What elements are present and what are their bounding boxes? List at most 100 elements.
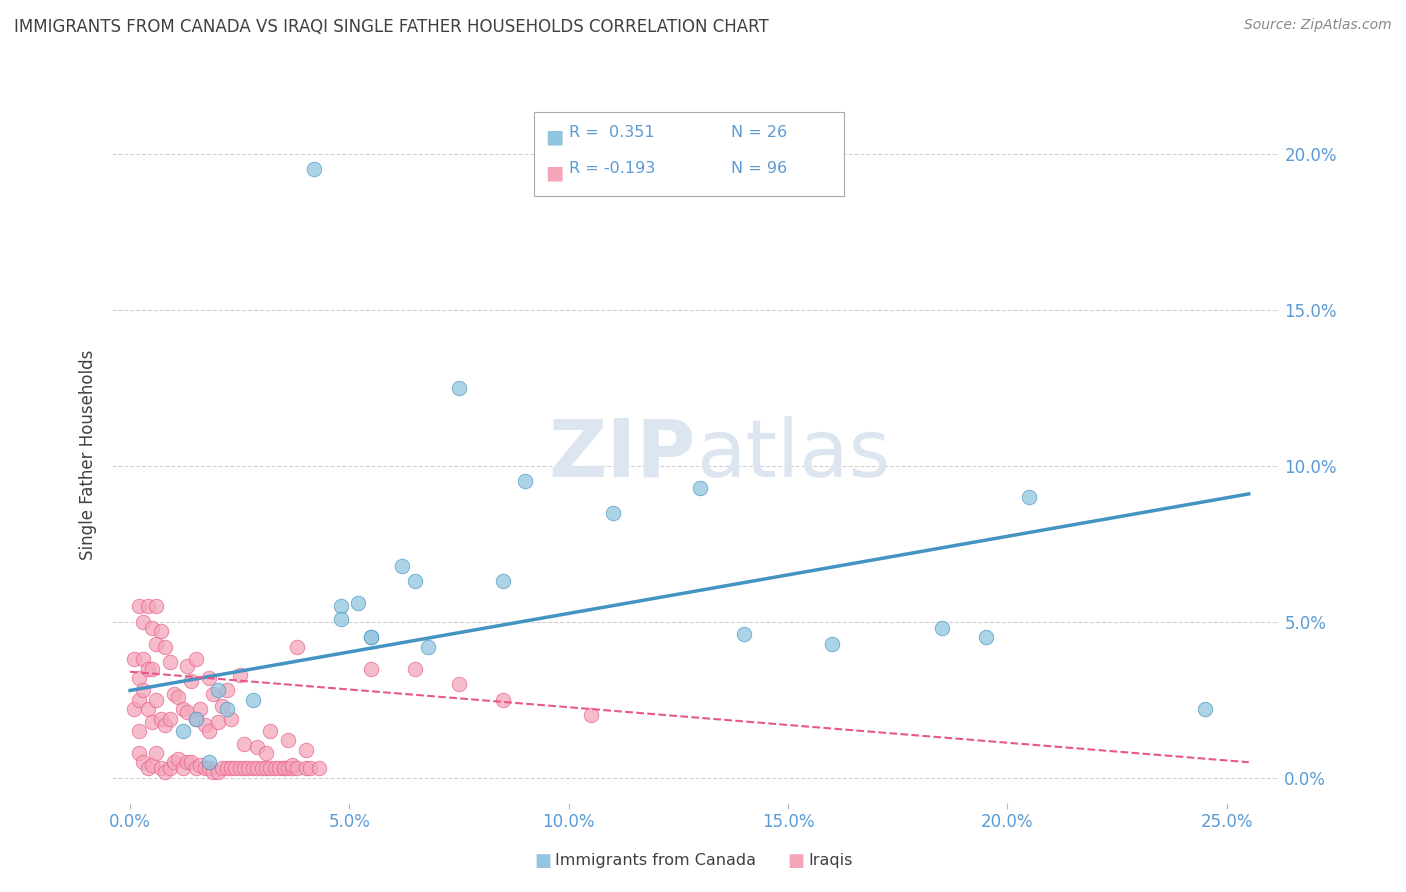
Point	[404, 574, 426, 589]
Point	[188, 758, 211, 772]
Point	[294, 743, 316, 757]
Point	[821, 637, 844, 651]
Point	[308, 762, 330, 776]
Point	[215, 702, 238, 716]
Point	[136, 702, 159, 716]
Point	[219, 712, 242, 726]
Point	[149, 712, 172, 726]
Point	[176, 756, 198, 770]
Point	[304, 162, 326, 177]
Point	[128, 671, 150, 685]
Point	[167, 752, 190, 766]
Point	[145, 599, 167, 614]
Text: IMMIGRANTS FROM CANADA VS IRAQI SINGLE FATHER HOUSEHOLDS CORRELATION CHART: IMMIGRANTS FROM CANADA VS IRAQI SINGLE F…	[14, 18, 769, 36]
Point	[128, 599, 150, 614]
Point	[219, 762, 242, 776]
Point	[233, 762, 256, 776]
Point	[224, 762, 246, 776]
Point	[172, 762, 194, 776]
Point	[404, 662, 426, 676]
Text: R = -0.193: R = -0.193	[569, 161, 655, 176]
Point	[360, 631, 382, 645]
Point	[263, 762, 285, 776]
Point	[207, 714, 229, 729]
Point	[273, 762, 295, 776]
Point	[294, 762, 316, 776]
Point	[159, 656, 181, 670]
Point	[172, 702, 194, 716]
Point	[298, 762, 321, 776]
Point	[132, 756, 155, 770]
Point	[215, 762, 238, 776]
Point	[228, 668, 250, 682]
Point	[238, 762, 260, 776]
Point	[124, 652, 146, 666]
Text: Immigrants from Canada: Immigrants from Canada	[555, 854, 756, 868]
Point	[194, 718, 217, 732]
Point	[449, 381, 471, 395]
Point	[513, 475, 536, 489]
Point	[176, 706, 198, 720]
Point	[159, 712, 181, 726]
Point	[285, 762, 308, 776]
Point	[202, 687, 225, 701]
Point	[329, 599, 352, 614]
Text: ■: ■	[787, 852, 804, 870]
Point	[136, 662, 159, 676]
Point	[259, 762, 281, 776]
Text: N = 26: N = 26	[731, 125, 787, 140]
Point	[228, 762, 250, 776]
Point	[153, 764, 176, 779]
Point	[184, 712, 207, 726]
Point	[188, 702, 211, 716]
Point	[449, 677, 471, 691]
Point	[132, 683, 155, 698]
Point	[602, 506, 624, 520]
Point	[149, 624, 172, 639]
Point	[254, 746, 277, 760]
Point	[250, 762, 273, 776]
Point	[242, 762, 264, 776]
Text: ■: ■	[546, 128, 564, 146]
Point	[198, 671, 221, 685]
Point	[277, 733, 299, 747]
Point	[136, 599, 159, 614]
Point	[233, 737, 256, 751]
Point	[207, 683, 229, 698]
Point	[931, 621, 953, 635]
Point	[198, 756, 221, 770]
Point	[1194, 702, 1216, 716]
Point	[167, 690, 190, 704]
Point	[184, 712, 207, 726]
Point	[347, 596, 370, 610]
Point	[184, 762, 207, 776]
Text: N = 96: N = 96	[731, 161, 787, 176]
Point	[254, 762, 277, 776]
Point	[132, 652, 155, 666]
Point	[202, 764, 225, 779]
Point	[176, 658, 198, 673]
Point	[145, 637, 167, 651]
Point	[329, 612, 352, 626]
Point	[211, 699, 233, 714]
Point	[215, 683, 238, 698]
Point	[159, 762, 181, 776]
Point	[136, 762, 159, 776]
Point	[149, 762, 172, 776]
Point	[579, 708, 602, 723]
Point	[198, 762, 221, 776]
Point	[269, 762, 291, 776]
Point	[132, 615, 155, 629]
Text: ■: ■	[546, 163, 564, 182]
Point	[1018, 490, 1040, 504]
Point	[277, 762, 299, 776]
Text: Source: ZipAtlas.com: Source: ZipAtlas.com	[1244, 18, 1392, 32]
Point	[184, 652, 207, 666]
Point	[211, 762, 233, 776]
Point	[194, 762, 217, 776]
Text: R =  0.351: R = 0.351	[569, 125, 655, 140]
Point	[360, 662, 382, 676]
Point	[273, 762, 295, 776]
Point	[180, 756, 202, 770]
Point	[163, 687, 186, 701]
